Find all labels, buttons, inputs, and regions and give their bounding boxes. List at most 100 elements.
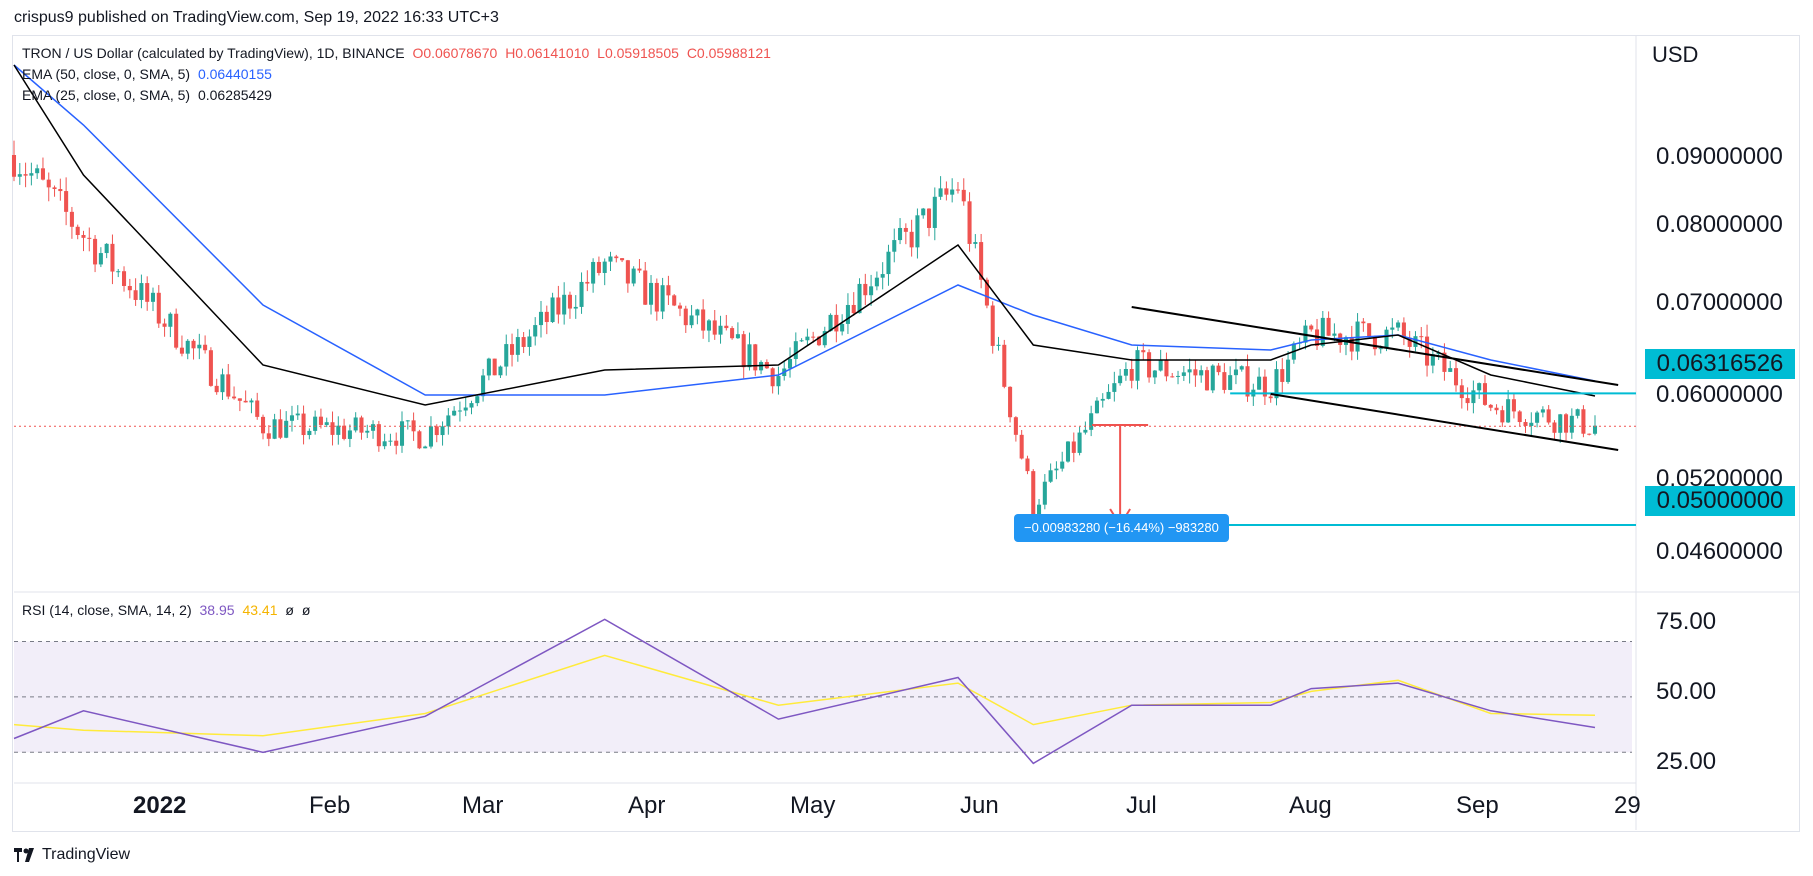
candle-body — [973, 242, 978, 244]
candle-body — [596, 261, 601, 273]
candle-body — [394, 440, 399, 446]
candle-body — [1181, 372, 1186, 376]
ema25-value: 0.06285429 — [197, 87, 272, 103]
candle-body — [168, 313, 173, 327]
candle-body — [278, 419, 283, 438]
price-tick-label: 0.09000000 — [1656, 143, 1783, 170]
candle-body — [984, 279, 989, 306]
time-label-apr: Apr — [628, 792, 665, 819]
close-value: C0.05988121 — [686, 45, 771, 61]
chart-frame[interactable] — [12, 35, 1800, 832]
channel-lower-line — [1270, 393, 1619, 451]
candle-body — [1390, 327, 1395, 330]
candle-body — [1019, 434, 1024, 459]
candle-body — [1158, 359, 1163, 371]
candle-body — [579, 281, 584, 307]
candle-body — [1465, 398, 1470, 404]
candle-body — [1054, 468, 1059, 471]
rsi-tick-label: 75.00 — [1656, 608, 1716, 635]
candle-body — [342, 425, 347, 439]
candle-body — [179, 347, 184, 354]
candle-body — [260, 416, 266, 434]
candle-body — [1002, 344, 1007, 387]
candle-body — [799, 340, 804, 342]
candle-body — [133, 290, 138, 300]
candle-body — [602, 261, 607, 273]
candle-body — [330, 422, 335, 435]
candle-body — [1228, 375, 1233, 390]
pane-separators — [14, 36, 1799, 830]
candle-body — [1060, 461, 1065, 469]
candle-body — [1546, 409, 1551, 423]
candle-body — [915, 215, 920, 248]
candle-body — [307, 430, 312, 436]
candle-body — [17, 174, 22, 177]
candle-body — [295, 413, 300, 416]
candle-body — [1523, 422, 1528, 426]
candle-body — [845, 304, 850, 324]
candle-body — [1355, 321, 1360, 352]
candle-body — [255, 400, 260, 417]
candle-body — [1309, 325, 1314, 330]
candle-body — [712, 320, 717, 335]
candle-body — [811, 336, 816, 338]
candle-body — [232, 396, 237, 399]
candle-body — [29, 173, 34, 176]
candle-body — [249, 400, 254, 403]
candle-body — [521, 337, 526, 347]
candle-body — [533, 325, 538, 337]
candle-body — [1396, 322, 1401, 328]
candle-body — [1118, 375, 1123, 384]
candle-body — [1320, 317, 1325, 346]
candle-body — [1407, 337, 1412, 347]
candle-body — [822, 331, 827, 346]
rsi-sma-value: 43.41 — [242, 602, 278, 618]
rsi-value: 38.95 — [199, 602, 235, 618]
candle-body — [1274, 369, 1279, 399]
candle-body — [724, 325, 729, 329]
candle-body — [550, 297, 555, 323]
open-value: O0.06078670 — [412, 45, 498, 61]
candle-body — [40, 168, 45, 180]
candle-body — [434, 426, 439, 436]
candle-body — [1575, 409, 1580, 416]
candle-body — [921, 208, 926, 216]
candle-body — [104, 243, 109, 254]
candle-body — [1112, 383, 1117, 392]
ema50-label: EMA (50, close, 0, SMA, 5) — [22, 66, 191, 82]
rsi-legend: RSI (14, close, SMA, 14, 2) 38.95 43.41 … — [22, 602, 314, 618]
footer-brand[interactable]: TradingView — [14, 846, 130, 864]
candle-body — [498, 366, 503, 376]
candle-body — [649, 282, 654, 305]
candle-body — [544, 311, 549, 323]
candle-body — [1338, 333, 1343, 345]
candle-body — [116, 271, 121, 273]
publisher-line: crispus9 published on TradingView.com, S… — [14, 9, 499, 26]
rsi-tick-label: 50.00 — [1656, 678, 1716, 705]
time-label-may: May — [790, 792, 835, 819]
candle-body — [1448, 368, 1453, 372]
candle-body — [69, 211, 74, 227]
candle-body — [336, 425, 341, 435]
candle-body — [1535, 412, 1540, 423]
candle-body — [452, 410, 457, 416]
candle-body — [1164, 359, 1169, 377]
candle-body — [313, 416, 318, 431]
candle-body — [961, 189, 966, 202]
candle-body — [1488, 404, 1493, 408]
candle-body — [417, 431, 422, 449]
candle-body — [1094, 400, 1099, 414]
candle-body — [753, 344, 758, 371]
candle-body — [880, 274, 885, 278]
candle-body — [446, 415, 451, 427]
resistance-price-tag: 0.06316526 — [1645, 349, 1795, 379]
symbol-title: TRON / US Dollar (calculated by TradingV… — [22, 45, 405, 61]
candle-body — [1459, 385, 1464, 399]
candle-body — [1204, 370, 1210, 391]
candle-body — [747, 344, 752, 368]
candle-body — [787, 358, 793, 369]
candle-body — [1065, 441, 1071, 462]
ema50-line — [13, 64, 1596, 396]
candle-body — [776, 376, 781, 387]
